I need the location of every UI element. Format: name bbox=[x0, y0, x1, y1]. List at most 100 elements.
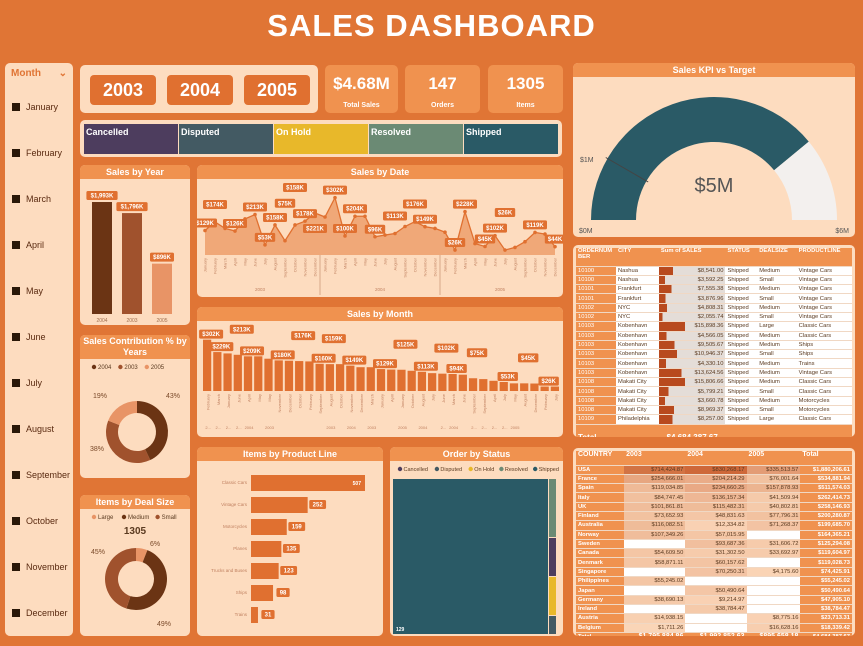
checkbox-icon[interactable] bbox=[12, 609, 20, 617]
table-row[interactable]: France $254,666.01 $204,214.29 $76,001.64 $5… bbox=[576, 474, 852, 485]
column-header[interactable]: PRODUCTLINE bbox=[796, 248, 852, 267]
table-row[interactable]: 10102 NYC $4,808.31 Shipped Medium Vintage Ca… bbox=[576, 303, 852, 314]
bar[interactable] bbox=[509, 383, 519, 391]
donut-slice[interactable] bbox=[108, 401, 137, 426]
data-point[interactable] bbox=[343, 234, 347, 238]
slicer-item-february[interactable]: February bbox=[5, 130, 73, 176]
data-point[interactable] bbox=[443, 230, 447, 234]
bar[interactable] bbox=[233, 354, 242, 391]
data-point[interactable] bbox=[513, 245, 517, 250]
table-row[interactable]: 10109 Philadelphia $8,257.00 Shipped Large Cl… bbox=[576, 414, 852, 425]
data-point[interactable] bbox=[353, 214, 357, 219]
data-point[interactable] bbox=[253, 212, 257, 217]
checkbox-icon[interactable] bbox=[12, 149, 20, 157]
year-button-2003[interactable]: 2003 bbox=[90, 75, 156, 105]
data-point[interactable] bbox=[233, 229, 237, 233]
checkbox-icon[interactable] bbox=[12, 195, 20, 203]
bar[interactable] bbox=[407, 370, 416, 391]
column-header[interactable]: 2003 bbox=[624, 451, 686, 466]
legend-item[interactable]: 2003 bbox=[124, 365, 138, 371]
bar-2003[interactable] bbox=[122, 213, 142, 314]
data-point[interactable] bbox=[463, 209, 467, 214]
bar-vintage-cars[interactable] bbox=[251, 497, 308, 513]
column-header[interactable]: STATUS bbox=[725, 248, 758, 267]
table-row[interactable]: 10108 Makati City $15,806.66 Shipped Medium C… bbox=[576, 377, 852, 388]
checkbox-icon[interactable] bbox=[12, 241, 20, 249]
bar-2005[interactable] bbox=[152, 263, 172, 314]
bar-planes[interactable] bbox=[251, 541, 282, 557]
treemap-cell[interactable] bbox=[549, 538, 556, 576]
bar[interactable] bbox=[213, 352, 222, 391]
bar[interactable] bbox=[458, 374, 467, 391]
status-shipped[interactable]: Shipped bbox=[464, 124, 559, 154]
gauge-value[interactable] bbox=[591, 97, 809, 220]
checkbox-icon[interactable] bbox=[12, 287, 20, 295]
slicer-item-june[interactable]: June bbox=[5, 314, 73, 360]
bar[interactable] bbox=[468, 378, 478, 391]
column-header[interactable]: CITY bbox=[616, 248, 659, 267]
gauge-remaining[interactable] bbox=[774, 141, 837, 220]
donut-slice[interactable] bbox=[126, 550, 167, 610]
table-row[interactable]: 10102 NYC $2,055.74 Shipped Small Vintage Car… bbox=[576, 312, 852, 323]
data-point[interactable] bbox=[523, 239, 527, 244]
bar[interactable] bbox=[448, 374, 457, 391]
table-row[interactable]: 10101 Frankfurt $3,876.96 Shipped Small Vinta… bbox=[576, 293, 852, 304]
column-header[interactable]: ORDERNUMBER bbox=[576, 248, 616, 267]
bar[interactable] bbox=[223, 353, 232, 391]
bar[interactable] bbox=[376, 369, 386, 391]
slicer-item-april[interactable]: April bbox=[5, 222, 73, 268]
table-row[interactable]: Philippines $55,245.02 $55,245.02 bbox=[576, 576, 852, 587]
column-header[interactable]: 2005 bbox=[746, 451, 801, 466]
bar[interactable] bbox=[428, 373, 437, 391]
bar[interactable] bbox=[315, 363, 324, 391]
bar[interactable] bbox=[489, 380, 498, 391]
treemap-cell[interactable] bbox=[549, 479, 556, 537]
slicer-item-november[interactable]: November bbox=[5, 544, 73, 590]
table-row[interactable]: Germany $38,690.13 $9,214.97 $47,905.10 bbox=[576, 595, 852, 605]
bar[interactable] bbox=[243, 356, 253, 391]
bar-classic-cars[interactable] bbox=[251, 475, 365, 491]
status-disputed[interactable]: Disputed bbox=[179, 124, 274, 154]
bar-trains[interactable] bbox=[251, 607, 258, 623]
bar-2004[interactable] bbox=[92, 202, 112, 314]
bar[interactable] bbox=[417, 371, 427, 391]
checkbox-icon[interactable] bbox=[12, 471, 20, 479]
status-resolved[interactable]: Resolved bbox=[369, 124, 464, 154]
bar[interactable] bbox=[305, 361, 314, 391]
legend-item[interactable]: Cancelled bbox=[404, 467, 428, 473]
legend-item[interactable]: Disputed bbox=[440, 467, 462, 473]
legend-item[interactable]: Medium bbox=[128, 515, 149, 521]
donut-slice[interactable] bbox=[137, 401, 168, 461]
table-row[interactable]: 10101 Frankfurt $7,555.38 Shipped Medium Vint… bbox=[576, 284, 852, 295]
orders-table[interactable]: ORDERNUMBER CITY Sum of SALES STATUS DEALSIZ… bbox=[573, 245, 855, 437]
bar[interactable] bbox=[397, 369, 406, 391]
table-row[interactable]: Canada $54,609.50 $31,302.50 $33,692.97 $119… bbox=[576, 548, 852, 559]
data-point[interactable] bbox=[423, 224, 427, 229]
table-row[interactable]: 10108 Makati City $5,799.21 Shipped Small Cla… bbox=[576, 386, 852, 397]
data-point[interactable] bbox=[503, 248, 507, 252]
data-point[interactable] bbox=[453, 248, 457, 252]
data-point[interactable] bbox=[363, 214, 367, 219]
table-row[interactable]: UK $101,861.81 $115,482.31 $40,802.81 $258,1… bbox=[576, 502, 852, 513]
table-row[interactable]: Singapore $70,250.31 $4,175.60 $74,425.91 bbox=[576, 567, 852, 578]
table-row[interactable]: 10103 Kobenhavn $4,330.10 Shipped Medium Trai… bbox=[576, 358, 852, 369]
table-row[interactable]: 10103 Kobenhavn $9,505.67 Shipped Medium Ship… bbox=[576, 340, 852, 351]
data-point[interactable] bbox=[203, 228, 207, 233]
table-row[interactable]: 10108 Makati City $3,660.78 Shipped Medium Mo… bbox=[576, 396, 852, 406]
bar-motorcycles[interactable] bbox=[251, 519, 287, 535]
bar-ships[interactable] bbox=[251, 585, 274, 601]
data-point[interactable] bbox=[323, 215, 327, 219]
table-row[interactable]: Belgium $1,711.26 $16,628.16 $18,339.42 bbox=[576, 623, 852, 633]
bar[interactable] bbox=[346, 365, 355, 391]
data-point[interactable] bbox=[483, 244, 487, 249]
country-table[interactable]: COUNTRY 2003 2004 2005 Total USA $714,424.87 $8… bbox=[573, 448, 855, 636]
legend-item[interactable]: 2004 bbox=[98, 365, 112, 371]
donut-slice[interactable] bbox=[136, 548, 148, 563]
bar[interactable] bbox=[540, 386, 549, 391]
year-button-2004[interactable]: 2004 bbox=[167, 75, 233, 105]
bar-trucks-and-buses[interactable] bbox=[251, 563, 279, 579]
table-row[interactable]: 10108 Makati City $8,969.37 Shipped Small Mot… bbox=[576, 405, 852, 416]
table-row[interactable]: Norway $107,349.26 $57,015.95 $164,365.21 bbox=[576, 530, 852, 540]
slicer-item-january[interactable]: January bbox=[5, 84, 73, 130]
column-header[interactable]: Total bbox=[800, 451, 852, 466]
